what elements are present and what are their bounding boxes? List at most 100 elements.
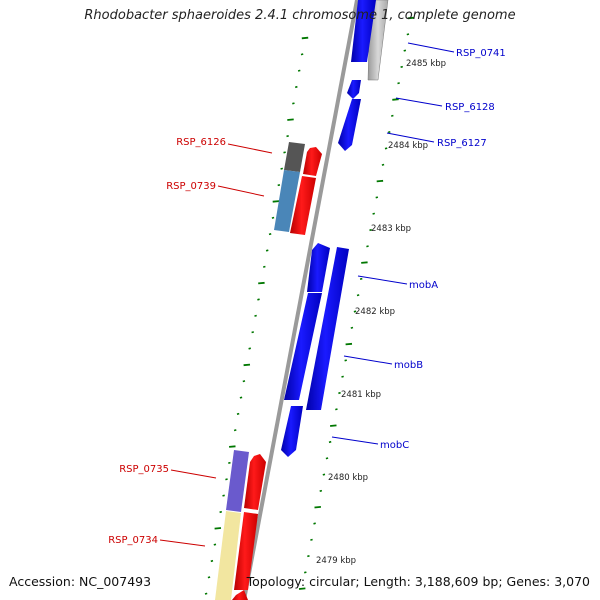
major-tick	[287, 118, 294, 121]
kbp-label: 2481 kbp	[341, 390, 381, 400]
gene-moba-arrow[interactable]	[307, 243, 330, 292]
gene-label-rsp0735[interactable]: RSP_0735	[119, 464, 169, 475]
topology-text: Topology: circular; Length: 3,188,609 bp…	[246, 574, 590, 589]
minor-tick	[406, 33, 410, 36]
major-tick	[345, 342, 353, 346]
major-tick	[243, 363, 251, 367]
gene-rsp0739-feature[interactable]	[274, 170, 300, 232]
minor-tick	[400, 65, 404, 68]
leader-line-rsp6127	[386, 132, 435, 143]
minor-tick	[292, 102, 295, 105]
minor-tick	[222, 494, 225, 497]
leader-line-rsp6126	[227, 143, 273, 154]
minor-tick	[341, 375, 344, 378]
major-tick	[361, 261, 368, 264]
gene-label-mobc[interactable]: mobC	[380, 440, 409, 451]
minor-tick	[369, 228, 372, 232]
gene-rsp0739-arrow[interactable]	[290, 176, 316, 235]
gene-label-rsp6127[interactable]: RSP_6127	[437, 138, 487, 149]
gene-mobb-arrow[interactable]	[306, 247, 349, 410]
minor-tick	[353, 310, 357, 313]
leader-line-rsp0735	[170, 469, 217, 479]
minor-tick	[310, 538, 313, 541]
gene-rsp0735-arrow[interactable]	[244, 454, 266, 510]
gene-label-mobb[interactable]: mobB	[394, 360, 423, 371]
minor-tick	[280, 167, 284, 170]
minor-tick	[207, 576, 211, 579]
minor-tick	[300, 53, 304, 56]
minor-tick	[210, 559, 214, 563]
leader-line-rsp0734	[159, 539, 206, 547]
minor-tick	[366, 245, 369, 248]
minor-tick	[286, 135, 289, 138]
minor-tick	[381, 163, 385, 166]
gene-rsp6126-arrow[interactable]	[303, 147, 322, 176]
minor-tick	[225, 478, 228, 481]
kbp-label: 2482 kbp	[355, 307, 395, 317]
kbp-label: 2485 kbp	[406, 59, 446, 69]
accession-text: Accession: NC_007493	[9, 574, 152, 589]
minor-tick	[294, 85, 298, 89]
major-tick	[376, 179, 384, 183]
gene-label-rsp0734[interactable]: RSP_0734	[108, 535, 158, 546]
leader-line-rsp6128	[395, 97, 443, 107]
map-title: Rhodobacter sphaeroides 2.4.1 chromosome…	[84, 8, 516, 23]
minor-tick	[335, 408, 338, 411]
gene-rsp6128-arrow[interactable]	[347, 80, 361, 99]
reverse-features	[215, 142, 322, 600]
minor-tick	[372, 212, 376, 215]
leader-line-mobb	[343, 355, 393, 365]
minor-tick	[283, 151, 286, 154]
minor-tick	[356, 294, 360, 297]
gene-leader-lines	[159, 42, 455, 547]
minor-tick	[268, 233, 272, 236]
minor-tick	[297, 69, 301, 72]
gene-rsp0734-arrow[interactable]	[234, 512, 258, 590]
major-tick	[272, 200, 280, 203]
gene-rsp0734-feature[interactable]	[215, 511, 241, 600]
minor-tick	[307, 555, 310, 558]
tick-track-left	[204, 36, 309, 595]
gene-upper-arrow[interactable]	[351, 0, 376, 62]
gene-rsp6126-feature[interactable]	[284, 142, 305, 172]
minor-tick	[277, 184, 281, 187]
gene-bottom-arrow[interactable]	[232, 590, 248, 600]
leader-line-rsp0741	[407, 42, 455, 53]
gene-label-moba[interactable]: mobA	[409, 280, 438, 291]
gene-label-rsp6128[interactable]: RSP_6128	[445, 102, 495, 113]
minor-tick	[265, 249, 269, 252]
gene-mobc-arrow[interactable]	[281, 406, 303, 457]
minor-tick	[271, 216, 275, 219]
chromosome-backbone	[242, 0, 359, 600]
minor-tick	[213, 543, 217, 546]
major-tick	[314, 506, 321, 509]
minor-tick	[350, 326, 354, 329]
gene-rsp6127-arrow[interactable]	[338, 99, 361, 151]
leader-line-rsp0739	[217, 185, 265, 197]
kbp-label: 2479 kbp	[316, 556, 356, 566]
gene-label-rsp0741[interactable]: RSP_0741	[456, 48, 506, 59]
gene-rsp0735-feature[interactable]	[226, 450, 249, 512]
gene-left-long-arrow[interactable]	[284, 293, 322, 400]
minor-tick	[328, 440, 332, 444]
leader-line-moba	[357, 275, 408, 285]
major-tick	[330, 424, 337, 427]
minor-tick	[248, 347, 252, 350]
minor-tick	[375, 196, 379, 199]
forward-features	[281, 0, 389, 457]
kbp-label: 2484 kbp	[388, 141, 428, 151]
kbp-label: 2480 kbp	[328, 473, 368, 483]
minor-tick	[322, 473, 326, 476]
major-tick	[214, 527, 222, 530]
minor-tick	[236, 412, 240, 415]
minor-tick	[303, 571, 307, 574]
minor-tick	[397, 82, 400, 85]
scale-labels: 2485 kbp 2484 kbp 2483 kbp 2482 kbp 2481…	[316, 59, 446, 566]
gene-label-rsp6126[interactable]: RSP_6126	[176, 137, 226, 148]
major-tick	[301, 36, 309, 40]
minor-tick	[390, 114, 394, 117]
gene-label-rsp0739[interactable]: RSP_0739	[166, 181, 216, 192]
minor-tick	[204, 592, 208, 595]
major-tick	[229, 445, 236, 448]
